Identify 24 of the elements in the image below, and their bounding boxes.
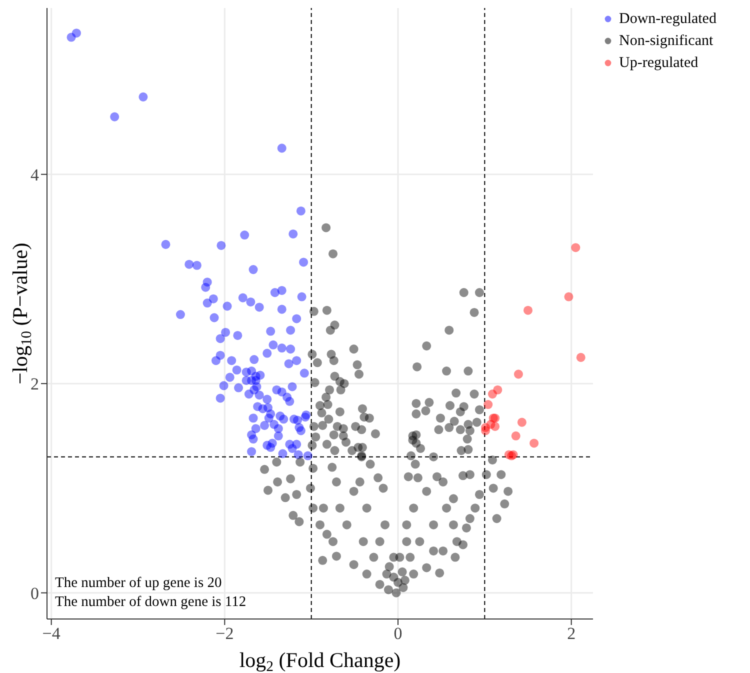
point bbox=[530, 438, 539, 448]
point bbox=[517, 418, 526, 427]
annotation: The number of up gene is 20 bbox=[55, 574, 223, 593]
point bbox=[576, 352, 586, 362]
x-tick-label: −4 bbox=[42, 624, 61, 644]
point bbox=[523, 306, 533, 315]
point bbox=[490, 422, 500, 431]
point bbox=[511, 431, 520, 440]
point bbox=[514, 370, 523, 379]
point bbox=[481, 426, 490, 436]
legend-label: Down-regulated bbox=[619, 10, 716, 29]
x-axis-title: log$_{2}$ (Fold Change) bbox=[239, 648, 401, 673]
legend-label: Up-regulated bbox=[619, 54, 698, 73]
point bbox=[564, 292, 574, 302]
point bbox=[571, 243, 580, 252]
point bbox=[484, 400, 493, 410]
x-tick-label: 0 bbox=[394, 624, 402, 644]
y-tick-label: 4 bbox=[30, 165, 40, 184]
y-tick-label: 0 bbox=[30, 584, 39, 603]
legend-label: Non-significant bbox=[619, 32, 714, 51]
x-tick-label: −2 bbox=[216, 624, 234, 644]
point bbox=[488, 390, 497, 399]
annotation: The number of down gene is 112 bbox=[55, 593, 246, 612]
x-tick-label: 2 bbox=[567, 624, 576, 644]
